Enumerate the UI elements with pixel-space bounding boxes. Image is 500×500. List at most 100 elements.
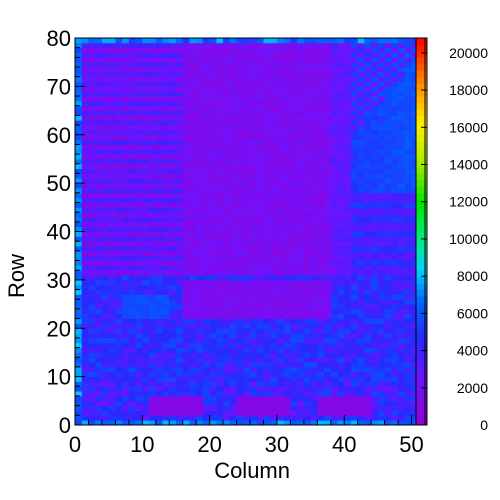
heatmap-cell bbox=[297, 81, 305, 87]
heatmap-cell bbox=[250, 323, 258, 329]
heatmap-cell bbox=[236, 362, 244, 368]
heatmap-cell bbox=[202, 391, 211, 397]
heatmap-cell bbox=[229, 275, 237, 281]
heatmap-cell bbox=[182, 71, 190, 78]
heatmap-cell bbox=[250, 216, 258, 223]
heatmap-cell bbox=[303, 376, 311, 382]
heatmap-cell bbox=[364, 207, 372, 213]
heatmap-cell bbox=[128, 216, 136, 223]
heatmap-cell bbox=[404, 144, 412, 150]
heatmap-cell bbox=[337, 275, 345, 281]
heatmap-cell bbox=[189, 279, 197, 286]
heatmap-cell bbox=[317, 202, 325, 208]
heatmap-cell bbox=[324, 400, 332, 407]
heatmap-cell bbox=[162, 81, 170, 87]
heatmap-cell bbox=[364, 57, 372, 63]
heatmap-cell bbox=[223, 250, 231, 257]
heatmap-cell bbox=[297, 304, 305, 310]
heatmap-cell bbox=[290, 279, 298, 286]
heatmap-cell bbox=[88, 158, 96, 165]
heatmap-cell bbox=[330, 381, 338, 387]
heatmap-cell bbox=[95, 226, 103, 232]
heatmap-cell bbox=[175, 294, 184, 300]
heatmap-cell bbox=[344, 71, 352, 78]
heatmap-cell bbox=[270, 342, 278, 348]
colorbar-segment bbox=[416, 89, 427, 97]
heatmap-cell bbox=[202, 275, 211, 281]
heatmap-cell bbox=[324, 347, 332, 353]
heatmap-cell bbox=[411, 395, 419, 402]
heatmap-cell bbox=[209, 381, 217, 387]
heatmap-cell bbox=[371, 308, 379, 315]
heatmap-cell bbox=[411, 38, 419, 44]
heatmap-cell bbox=[398, 207, 406, 213]
heatmap-cell bbox=[317, 337, 325, 344]
heatmap-cell bbox=[229, 255, 237, 261]
heatmap-cell bbox=[290, 299, 298, 305]
heatmap-cell bbox=[101, 366, 110, 373]
heatmap-cell bbox=[297, 192, 305, 199]
heatmap-cell bbox=[317, 110, 325, 116]
heatmap-cell bbox=[276, 236, 285, 242]
heatmap-cell bbox=[196, 57, 204, 63]
heatmap-cell bbox=[216, 154, 224, 160]
colorbar-segment bbox=[416, 199, 427, 207]
heatmap-cell bbox=[303, 265, 311, 271]
heatmap-cell bbox=[128, 294, 136, 300]
heatmap-cell bbox=[290, 192, 298, 199]
heatmap-cell bbox=[122, 134, 130, 140]
heatmap-cell bbox=[256, 246, 264, 252]
heatmap-cell bbox=[391, 197, 399, 203]
heatmap-cell bbox=[115, 284, 123, 290]
heatmap-cell bbox=[357, 395, 365, 402]
heatmap-cell bbox=[128, 173, 136, 179]
heatmap-cell bbox=[337, 241, 345, 247]
heatmap-cell bbox=[324, 386, 332, 392]
heatmap-cell bbox=[350, 328, 359, 334]
heatmap-cell bbox=[377, 57, 386, 63]
heatmap-cell bbox=[182, 154, 190, 160]
heatmap-cell bbox=[391, 202, 399, 208]
heatmap-cell bbox=[324, 299, 332, 305]
heatmap-cell bbox=[337, 187, 345, 194]
heatmap-cell bbox=[115, 265, 123, 271]
heatmap-cell bbox=[182, 183, 190, 189]
heatmap-cell bbox=[236, 221, 244, 228]
heatmap-cell bbox=[95, 347, 103, 353]
heatmap-cell bbox=[202, 265, 211, 271]
heatmap-cell bbox=[243, 299, 251, 305]
heatmap-cell bbox=[155, 129, 163, 136]
heatmap-cell bbox=[101, 405, 110, 411]
heatmap-cell bbox=[297, 381, 305, 387]
heatmap-cell bbox=[384, 395, 392, 402]
heatmap-cell bbox=[216, 221, 224, 228]
heatmap-cell bbox=[324, 308, 332, 315]
heatmap-cell bbox=[283, 357, 291, 363]
heatmap-cell bbox=[276, 149, 285, 155]
heatmap-cell bbox=[122, 371, 130, 378]
heatmap-cell bbox=[411, 410, 419, 416]
heatmap-cell bbox=[391, 38, 399, 44]
heatmap-cell bbox=[88, 241, 96, 247]
heatmap-cell bbox=[209, 192, 217, 199]
heatmap-cell bbox=[290, 71, 298, 78]
heatmap-cell bbox=[101, 197, 110, 203]
heatmap-cell bbox=[310, 178, 318, 184]
heatmap-cell bbox=[391, 221, 399, 228]
heatmap-cell bbox=[411, 62, 419, 68]
heatmap-cell bbox=[229, 371, 237, 378]
heatmap-cell bbox=[155, 294, 163, 300]
heatmap-cell bbox=[310, 154, 318, 160]
colorbar-segment bbox=[416, 167, 427, 174]
heatmap-cell bbox=[155, 241, 163, 247]
heatmap-cell bbox=[256, 279, 264, 286]
heatmap-cell bbox=[256, 400, 264, 407]
heatmap-cell bbox=[135, 246, 143, 252]
heatmap-cell bbox=[377, 71, 386, 78]
heatmap-cell bbox=[175, 308, 184, 315]
heatmap-cell bbox=[256, 376, 264, 382]
heatmap-cell bbox=[270, 362, 278, 368]
heatmap-cell bbox=[263, 62, 271, 68]
heatmap-cell bbox=[411, 212, 419, 218]
heatmap-cell bbox=[337, 62, 345, 68]
